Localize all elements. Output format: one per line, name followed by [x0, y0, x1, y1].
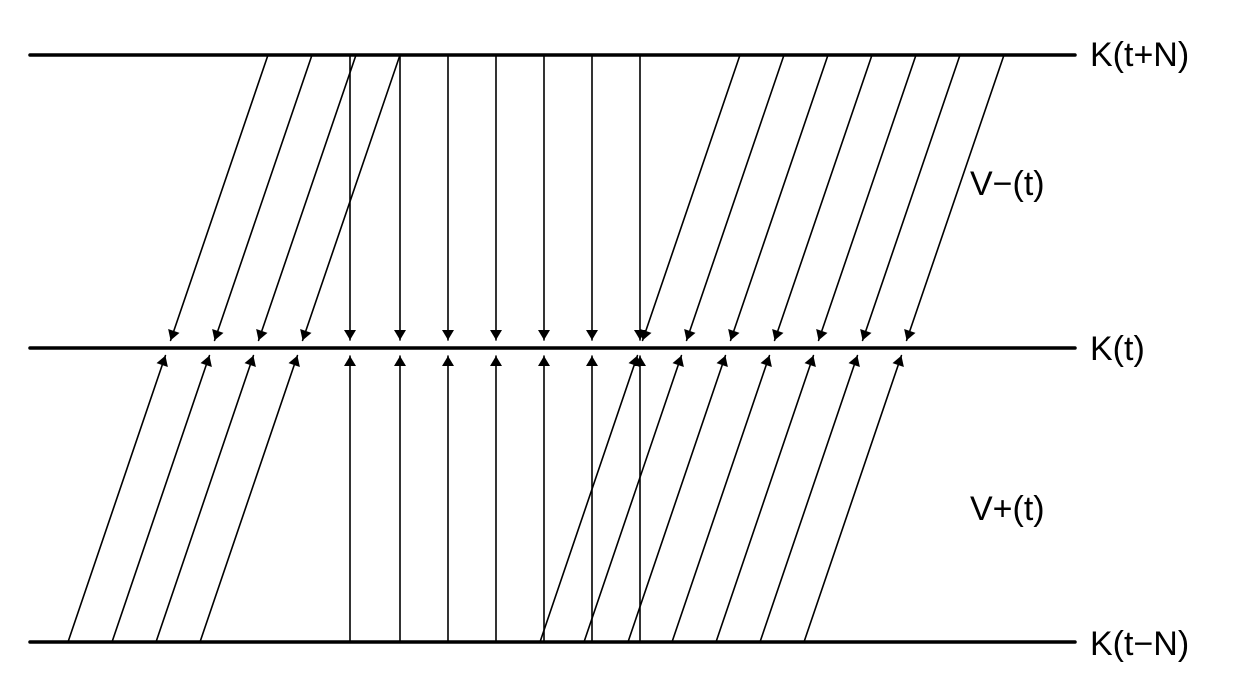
vert-5-upper-arrow [586, 330, 598, 340]
diag-left-3-upper [303, 55, 400, 340]
vert-2-upper-arrow [442, 330, 454, 340]
vert-0-lower-arrow [344, 356, 356, 366]
diag-right-5-lower [760, 356, 857, 642]
vert-0-upper-arrow [344, 330, 356, 340]
diag-left-2-upper [259, 55, 356, 340]
vert-1-upper-arrow [394, 330, 406, 340]
diag-right-1-upper [687, 55, 784, 340]
diag-right-4-lower [716, 356, 813, 642]
vert-4-lower-arrow [538, 356, 550, 366]
diag-left-0-lower [68, 356, 165, 642]
vert-4-upper-arrow [538, 330, 550, 340]
diag-left-2-lower [156, 356, 253, 642]
diag-right-2-lower [628, 356, 725, 642]
diag-right-3-lower [672, 356, 769, 642]
label-k-t-minus-n: K(t−N) [1090, 625, 1189, 663]
diag-left-3-lower [200, 356, 297, 642]
diag-left-0-upper [171, 55, 268, 340]
label-v-plus: V+(t) [970, 490, 1045, 528]
diag-right-5-upper [863, 55, 960, 340]
diag-right-0-upper [643, 55, 740, 340]
vert-3-upper-arrow [490, 330, 502, 340]
label-k-t-plus-n: K(t+N) [1090, 36, 1189, 74]
diag-left-1-upper [215, 55, 312, 340]
diag-right-3-upper [775, 55, 872, 340]
diag-right-0-lower [540, 356, 637, 642]
diag-left-1-lower [112, 356, 209, 642]
vert-2-lower-arrow [442, 356, 454, 366]
diag-right-2-upper [731, 55, 828, 340]
label-v-minus: V−(t) [970, 165, 1045, 203]
diag-right-1-lower [584, 356, 681, 642]
vert-1-lower-arrow [394, 356, 406, 366]
diag-right-4-upper [819, 55, 916, 340]
vert-3-lower-arrow [490, 356, 502, 366]
diag-right-6-lower [804, 356, 901, 642]
label-k-t: K(t) [1090, 330, 1145, 368]
diagram-canvas: K(t+N) K(t) K(t−N) V−(t) V+(t) [0, 0, 1240, 689]
vert-5-lower-arrow [586, 356, 598, 366]
